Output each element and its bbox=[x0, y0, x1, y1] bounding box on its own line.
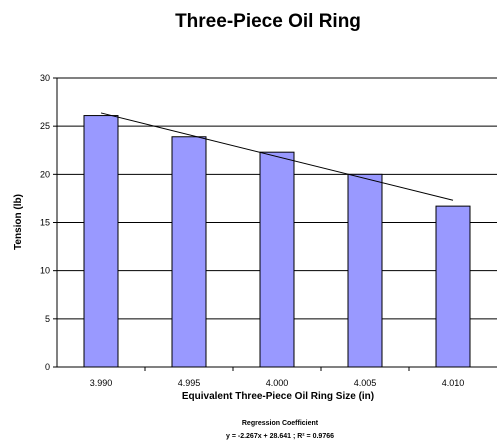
bar-1 bbox=[171, 136, 207, 368]
x-tick-labels: 3.990 4.995 4.000 4.005 4.010 bbox=[90, 367, 465, 388]
x-tick-label: 4.010 bbox=[442, 378, 465, 388]
x-tick-label: 4.005 bbox=[354, 378, 377, 388]
regression-heading: Regression Coefficient bbox=[242, 420, 319, 427]
bar-4 bbox=[435, 205, 471, 368]
x-axis-label: Equivalent Three-Piece Oil Ring Size (in… bbox=[182, 391, 374, 402]
bar-3 bbox=[347, 173, 383, 368]
y-tick-label: 10 bbox=[40, 266, 50, 276]
bar-2 bbox=[259, 151, 295, 368]
y-tick-label: 15 bbox=[40, 218, 50, 228]
x-tick-label: 4.995 bbox=[178, 378, 201, 388]
y-tick-label: 25 bbox=[40, 121, 50, 131]
chart-title: Three-Piece Oil Ring bbox=[175, 11, 361, 32]
trendline-segment bbox=[100, 112, 454, 201]
regression-equation: y = -2.267x + 28.641 ; R² = 0.9766 bbox=[226, 433, 334, 440]
y-tick-labels: 0 5 10 15 20 25 30 bbox=[40, 73, 57, 372]
y-tick-label: 0 bbox=[45, 362, 50, 372]
bar-0 bbox=[83, 115, 119, 368]
x-tick-label: 3.990 bbox=[90, 378, 113, 388]
bars bbox=[83, 115, 471, 368]
trendline bbox=[100, 112, 454, 201]
x-tick-label: 4.000 bbox=[266, 378, 289, 388]
y-axis-label: Tension (lb) bbox=[13, 194, 24, 250]
y-tick-label: 30 bbox=[40, 73, 50, 83]
y-tick-label: 20 bbox=[40, 169, 50, 179]
y-tick-label: 5 bbox=[45, 314, 50, 324]
